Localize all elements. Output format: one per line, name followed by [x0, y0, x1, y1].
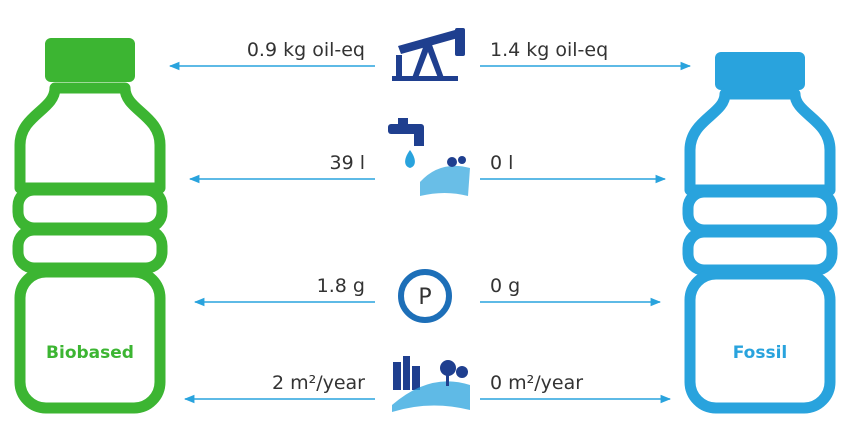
phosphorus-icon [398, 269, 452, 323]
right-value: 1.4 kg oil-eq [490, 39, 608, 61]
left-value: 0.9 kg oil-eq [247, 39, 365, 61]
bottle-label: Fossil [733, 343, 788, 363]
biobased-bottle [12, 38, 168, 414]
oil-pump-icon [392, 28, 465, 81]
left-value: 1.8 g [317, 275, 365, 297]
right-value: 0 m²/year [490, 372, 583, 394]
left-value: 2 m²/year [272, 372, 365, 394]
right-value: 0 l [490, 152, 513, 174]
left-value: 39 l [330, 152, 366, 174]
right-value: 0 g [490, 275, 520, 297]
fossil-bottle [682, 52, 838, 414]
land-use-icon [392, 356, 470, 412]
phosphorus-letter: P [418, 285, 431, 310]
bottle-label: Biobased [46, 343, 134, 363]
water-tap-icon [388, 118, 470, 196]
